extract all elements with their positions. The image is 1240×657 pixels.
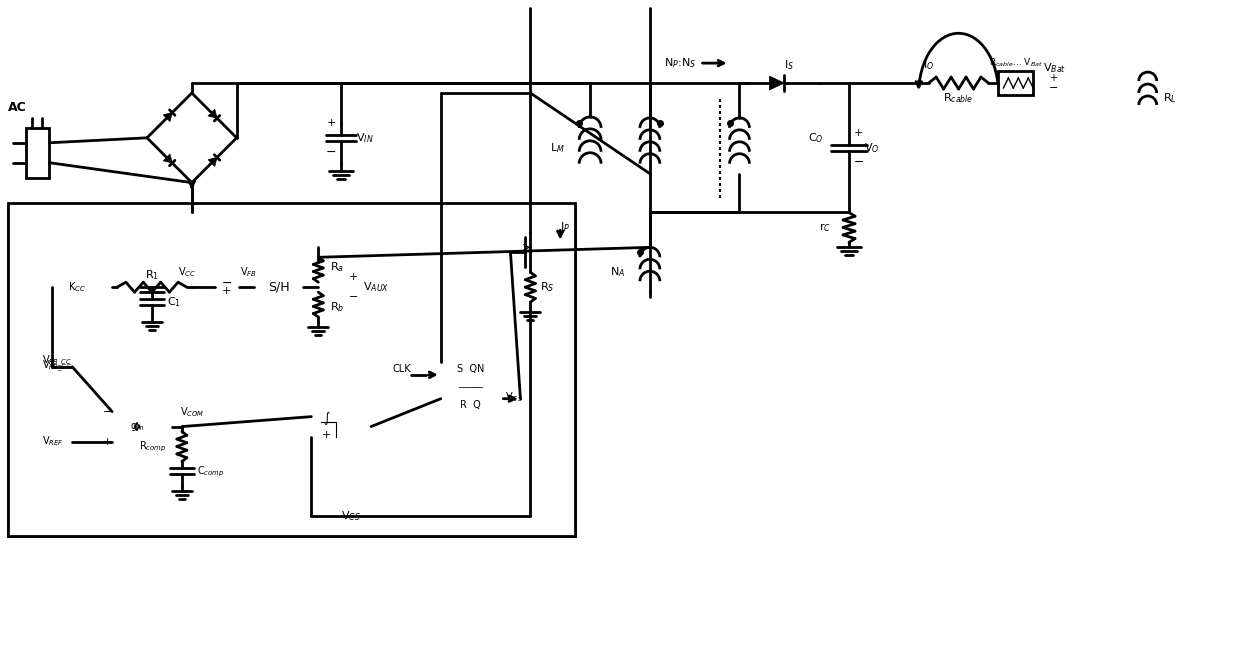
Text: AC: AC bbox=[9, 101, 27, 114]
Text: −: − bbox=[1049, 83, 1058, 93]
Text: V$_{CS}$: V$_{CS}$ bbox=[341, 509, 361, 523]
Text: C$_{comp}$: C$_{comp}$ bbox=[197, 464, 224, 478]
Bar bbox=[7, 202, 575, 536]
Text: −: − bbox=[326, 147, 336, 159]
Bar bbox=[7, 208, 575, 536]
Text: S/H: S/H bbox=[268, 281, 289, 294]
Text: R$_{cable}$: R$_{cable}$ bbox=[944, 91, 973, 105]
Text: L$_M$: L$_M$ bbox=[551, 141, 565, 154]
Text: +: + bbox=[103, 436, 112, 447]
Text: V$_{FB}$: V$_{FB}$ bbox=[241, 265, 257, 279]
Bar bbox=[26, 128, 50, 177]
Text: C$_1$: C$_1$ bbox=[167, 295, 181, 309]
Bar bbox=[440, 362, 501, 412]
Text: V$_{Bat}$: V$_{Bat}$ bbox=[1043, 61, 1066, 75]
Text: N$_P$:N$_S$: N$_P$:N$_S$ bbox=[663, 57, 696, 70]
Text: g$_m$: g$_m$ bbox=[130, 420, 144, 432]
Text: V$_{AUX}$: V$_{AUX}$ bbox=[363, 281, 389, 294]
Polygon shape bbox=[208, 109, 217, 118]
Text: R$_{cable}$... V$_{Bat}$: R$_{cable}$... V$_{Bat}$ bbox=[988, 57, 1043, 70]
Text: −: − bbox=[348, 292, 358, 302]
Text: −: − bbox=[103, 407, 112, 417]
Text: ─────: ───── bbox=[458, 382, 484, 392]
Text: R$_L$: R$_L$ bbox=[1163, 91, 1177, 105]
Text: V$_{FB\_CC}$: V$_{FB\_CC}$ bbox=[42, 354, 73, 369]
Text: −: − bbox=[222, 277, 232, 290]
Text: V$_{COM}$: V$_{COM}$ bbox=[180, 405, 205, 419]
Text: −: − bbox=[854, 156, 864, 170]
Text: V$_{GS}$: V$_{GS}$ bbox=[506, 390, 523, 403]
Text: +: + bbox=[326, 118, 336, 128]
Text: I$_S$: I$_S$ bbox=[784, 58, 795, 72]
Text: N$_A$: N$_A$ bbox=[610, 265, 625, 279]
Text: R$_a$: R$_a$ bbox=[330, 260, 345, 274]
Text: +: + bbox=[321, 430, 331, 440]
Text: V$_{IN}$: V$_{IN}$ bbox=[356, 131, 373, 145]
Polygon shape bbox=[164, 154, 172, 163]
Bar bbox=[253, 272, 304, 302]
Text: V$_{REF}$: V$_{REF}$ bbox=[42, 435, 64, 449]
Text: V$_O$: V$_O$ bbox=[864, 141, 879, 154]
Text: C$_O$: C$_O$ bbox=[808, 131, 825, 145]
Bar bbox=[998, 71, 1033, 95]
Text: I$_P$: I$_P$ bbox=[560, 221, 570, 235]
Text: +: + bbox=[222, 286, 232, 296]
Text: R$_{comp}$: R$_{comp}$ bbox=[139, 440, 167, 454]
Polygon shape bbox=[208, 158, 217, 166]
Text: ∫: ∫ bbox=[322, 412, 330, 425]
Text: R$_b$: R$_b$ bbox=[330, 300, 345, 314]
Text: R$_S$: R$_S$ bbox=[541, 281, 554, 294]
Text: +: + bbox=[1049, 73, 1058, 83]
Text: V$_{CC}$: V$_{CC}$ bbox=[177, 265, 196, 279]
Text: CLK: CLK bbox=[392, 364, 410, 374]
Polygon shape bbox=[769, 76, 785, 90]
Text: r$_C$: r$_C$ bbox=[820, 221, 831, 234]
Text: K$_{CC}$: K$_{CC}$ bbox=[68, 281, 87, 294]
Text: S  QN: S QN bbox=[458, 364, 485, 374]
Text: V$_{FB\_CC}$: V$_{FB\_CC}$ bbox=[42, 359, 73, 374]
Text: R$_1$: R$_1$ bbox=[145, 268, 159, 282]
Polygon shape bbox=[164, 112, 172, 122]
Text: +: + bbox=[854, 128, 863, 138]
Text: +: + bbox=[348, 272, 358, 283]
Text: R  Q: R Q bbox=[460, 399, 481, 410]
Text: I$_O$: I$_O$ bbox=[923, 58, 934, 72]
